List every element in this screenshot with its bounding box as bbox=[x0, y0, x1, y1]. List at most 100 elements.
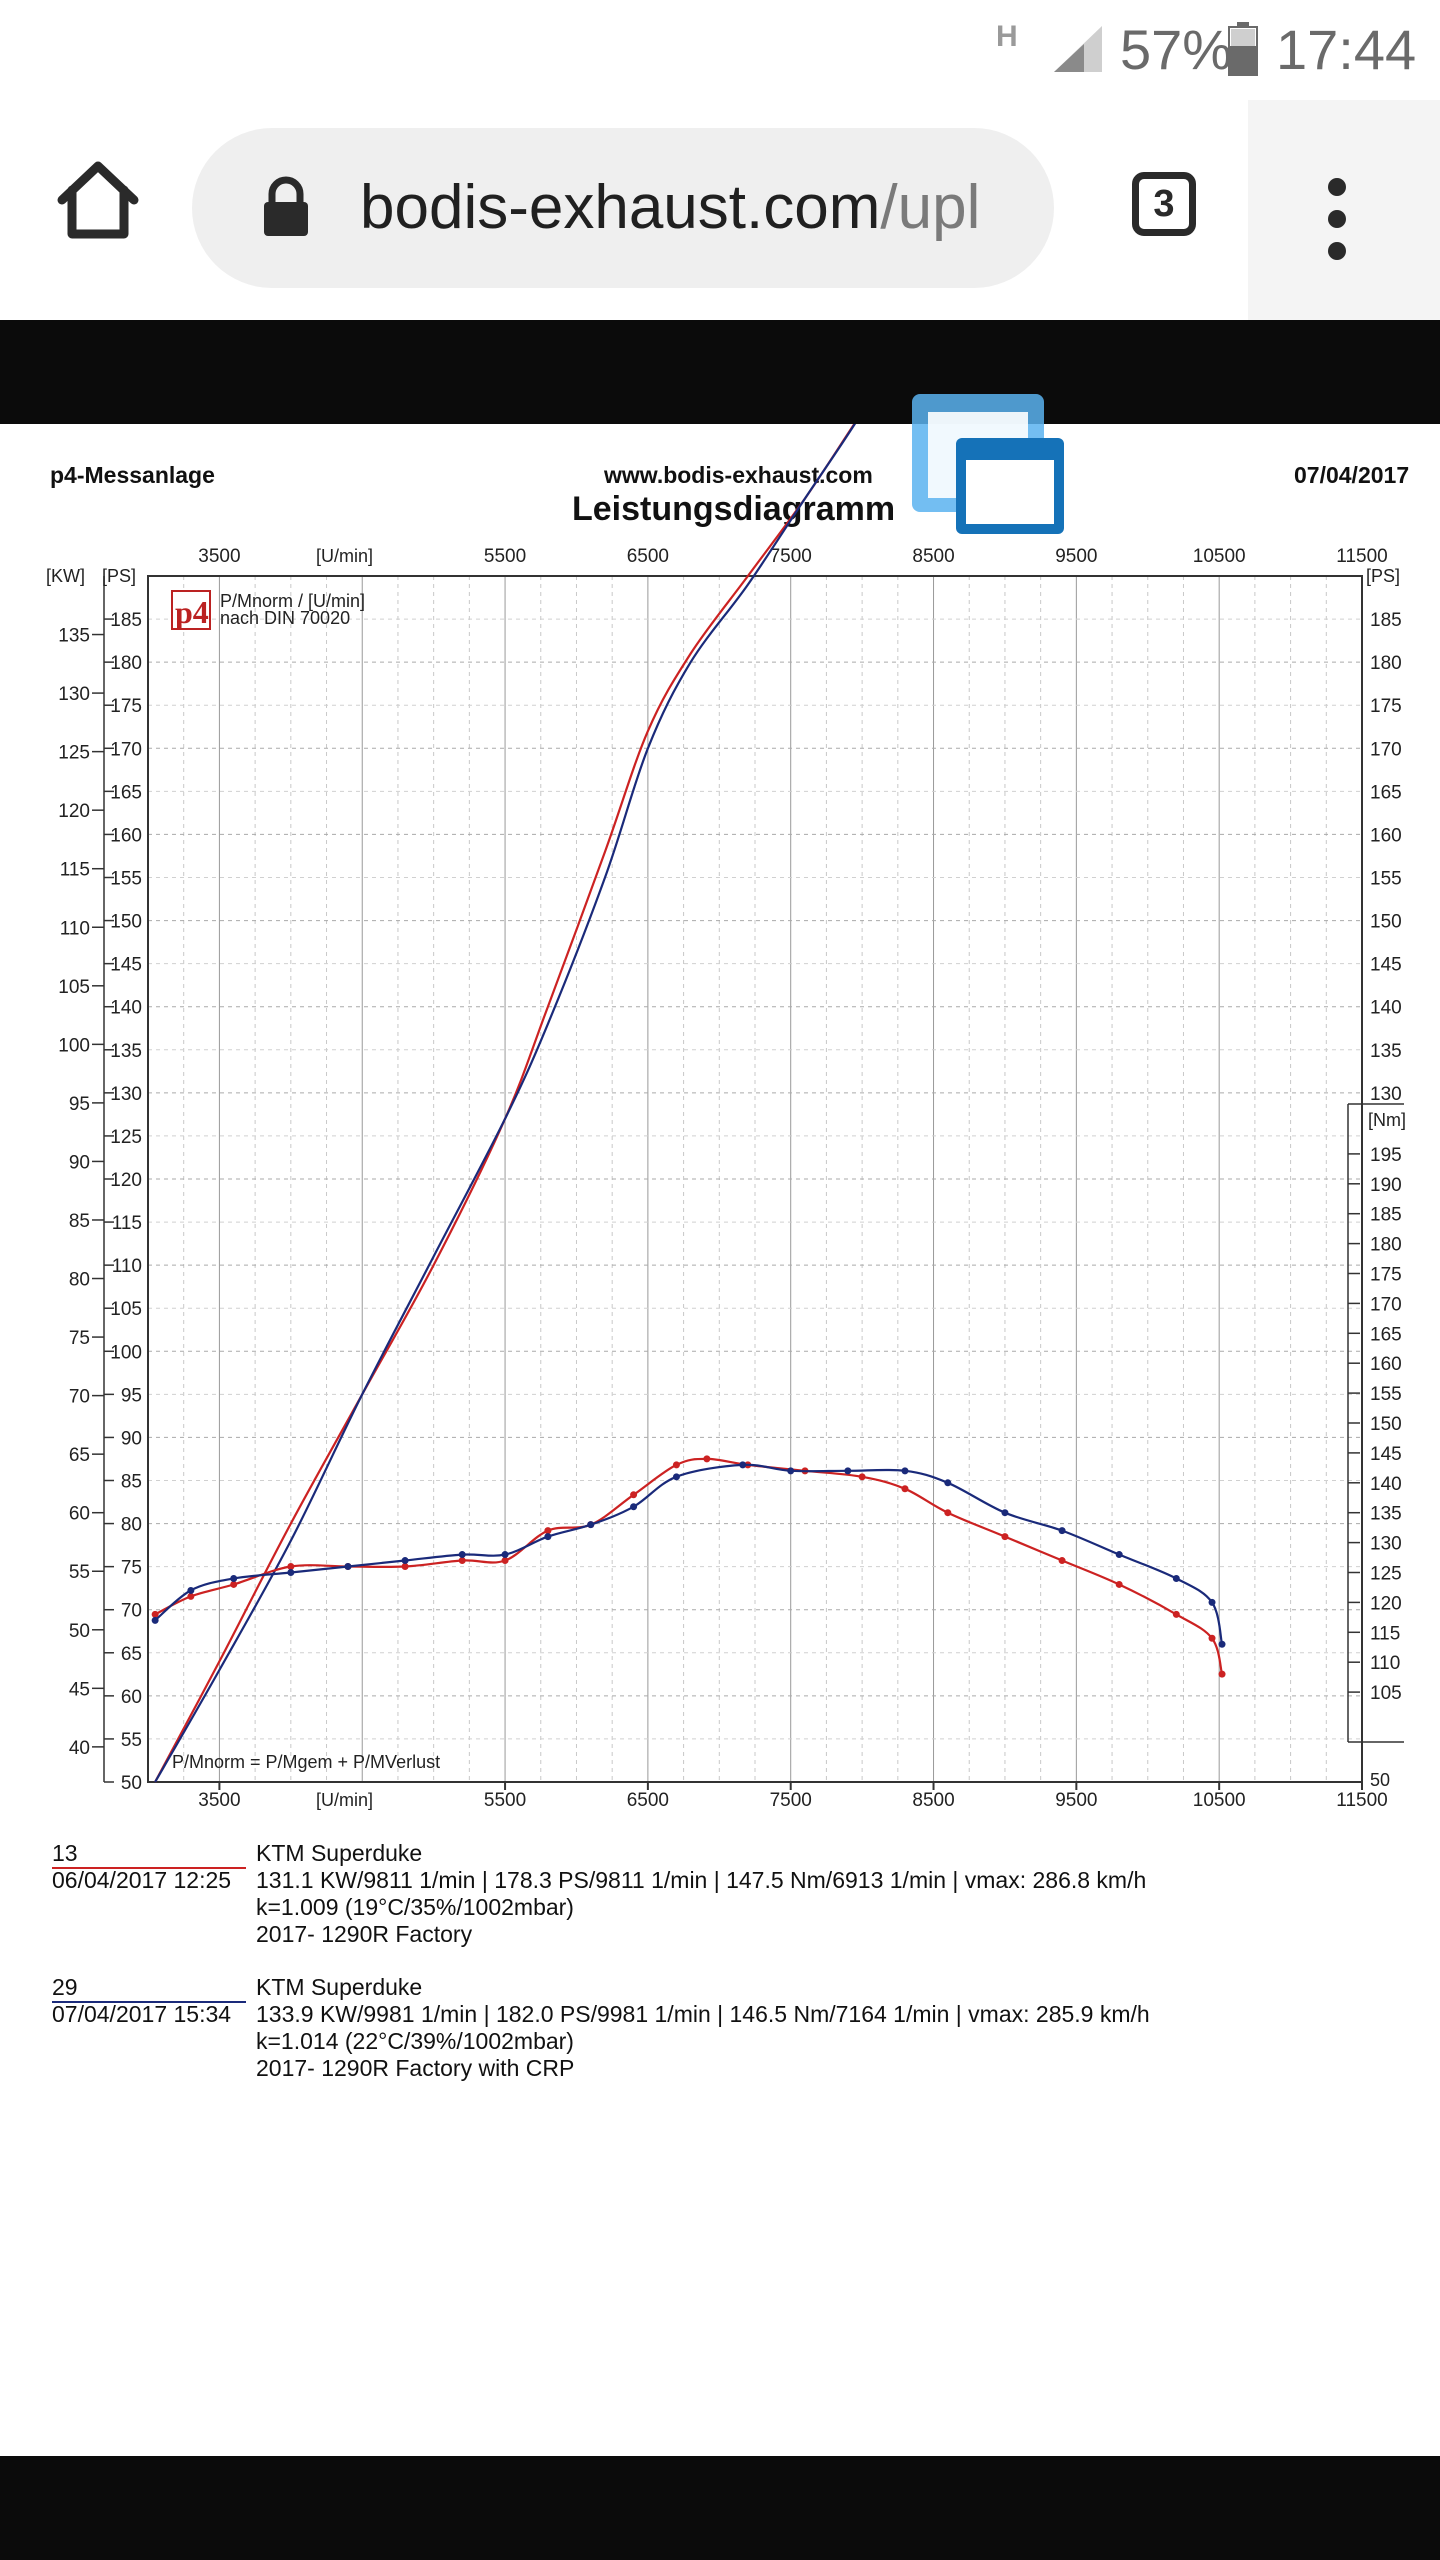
ps-tick-label-left: 110 bbox=[112, 1256, 142, 1277]
x-axis-label-top: [U/min] bbox=[316, 546, 373, 566]
x-tick-label-top: 11500 bbox=[1336, 546, 1387, 567]
popup-window-icon[interactable] bbox=[908, 390, 1068, 540]
kw-tick-label: 60 bbox=[69, 1504, 90, 1525]
data-point-13 bbox=[1172, 1610, 1180, 1618]
ps-tick-label-left: 140 bbox=[110, 998, 142, 1019]
home-icon[interactable] bbox=[48, 150, 148, 250]
data-point-29 bbox=[401, 1557, 409, 1565]
data-point-29 bbox=[187, 1586, 195, 1594]
lock-icon bbox=[264, 176, 308, 236]
nm-tick-label: 125 bbox=[1370, 1564, 1402, 1585]
data-point-29 bbox=[1172, 1574, 1180, 1582]
nm-tick-label: 135 bbox=[1370, 1504, 1402, 1525]
nm-tick-label: 145 bbox=[1370, 1444, 1402, 1465]
ps-tick-label-left: 180 bbox=[110, 653, 142, 674]
header-left: p4-Messanlage bbox=[50, 462, 215, 488]
data-point-13 bbox=[501, 1557, 509, 1565]
data-point-13 bbox=[858, 1473, 866, 1481]
ps-tick-label-left: 120 bbox=[110, 1170, 142, 1191]
x-tick-label-top: 8500 bbox=[912, 546, 954, 567]
ps-tick-label-left: 60 bbox=[121, 1687, 142, 1708]
x-tick-label-top: 10500 bbox=[1193, 546, 1246, 567]
menu-dot-icon bbox=[1328, 210, 1346, 228]
x-tick-label-bottom: 6500 bbox=[627, 1790, 669, 1811]
ps-tick-label-left: 165 bbox=[110, 782, 142, 803]
ps-tick-label-left: 80 bbox=[121, 1515, 142, 1536]
nm-tick-label: 130 bbox=[1370, 1534, 1402, 1555]
ps-tick-label-left: 55 bbox=[121, 1730, 142, 1751]
legend-line-2: nach DIN 70020 bbox=[220, 608, 350, 628]
battery-percent: 57% bbox=[1120, 18, 1233, 81]
x-tick-label-top: 5500 bbox=[484, 546, 526, 567]
ps-tick-label-right: 185 bbox=[1370, 610, 1402, 631]
series-layer bbox=[151, 424, 1226, 1783]
url-text[interactable]: bodis-exhaust.com/upl bbox=[360, 174, 1030, 242]
ps-axis-label-right: [PS] bbox=[1366, 566, 1400, 586]
document-page: p4-Messanlage www.bodis-exhaust.com 07/0… bbox=[0, 424, 1440, 2456]
kw-tick-label: 55 bbox=[69, 1562, 90, 1583]
kw-tick-label: 50 bbox=[69, 1621, 90, 1642]
x-tick-label-bottom: 9500 bbox=[1055, 1790, 1097, 1811]
x-tick-label-top: 3500 bbox=[198, 546, 240, 567]
kw-tick-label: 105 bbox=[58, 977, 90, 998]
kw-tick-label: 45 bbox=[69, 1679, 90, 1700]
data-point-29 bbox=[787, 1467, 795, 1475]
kw-tick-label: 75 bbox=[69, 1328, 90, 1349]
data-point-13 bbox=[230, 1580, 238, 1588]
data-point-13 bbox=[630, 1491, 638, 1499]
axis-ticks: 3500 3500 5500 5500 6500 6500 7500 7500 8500 8500… bbox=[58, 546, 1404, 1811]
data-point-13 bbox=[401, 1563, 409, 1571]
ps-tick-label-left: 70 bbox=[121, 1601, 142, 1622]
data-point-29 bbox=[1208, 1598, 1216, 1606]
letterbox-top bbox=[0, 320, 1440, 424]
kw-tick-label: 90 bbox=[69, 1152, 90, 1173]
nm-tick-label: 105 bbox=[1370, 1683, 1402, 1704]
nm-tick-label: 165 bbox=[1370, 1324, 1402, 1345]
ps-tick-label-right: 140 bbox=[1370, 998, 1402, 1019]
p4-logo: p4 bbox=[171, 590, 211, 630]
data-point-13 bbox=[1115, 1580, 1123, 1588]
overflow-menu-button[interactable] bbox=[1248, 100, 1440, 320]
data-point-13 bbox=[151, 1610, 159, 1618]
data-point-29 bbox=[1218, 1640, 1226, 1648]
kw-tick-label: 85 bbox=[69, 1211, 90, 1232]
run-stats: 131.1 KW/9811 1/min | 178.3 PS/9811 1/mi… bbox=[256, 1867, 1147, 1893]
data-point-29 bbox=[672, 1473, 680, 1481]
ps-axis-label-left: [PS] bbox=[102, 566, 136, 586]
signal-strength-icon bbox=[1054, 26, 1102, 72]
kw-tick-label: 95 bbox=[69, 1094, 90, 1115]
ps-tick-label-left: 175 bbox=[110, 696, 142, 717]
nm-tick-label: 110 bbox=[1370, 1653, 1400, 1674]
kw-tick-label: 130 bbox=[58, 684, 90, 705]
data-point-13 bbox=[944, 1509, 952, 1517]
chart-formula: P/Mnorm = P/Mgem + P/MVerlust bbox=[172, 1752, 440, 1772]
nm-tick-label: 180 bbox=[1370, 1235, 1402, 1256]
data-point-29 bbox=[344, 1563, 352, 1571]
ps-tick-label-left: 65 bbox=[121, 1644, 142, 1665]
menu-dot-icon bbox=[1328, 178, 1346, 196]
ps-tick-label-right: 175 bbox=[1370, 696, 1402, 717]
url-host: bodis-exhaust.com bbox=[360, 174, 881, 242]
ps-tick-label-left: 135 bbox=[110, 1041, 142, 1062]
network-type-indicator: H bbox=[996, 20, 1018, 53]
ps-tick-label-left: 150 bbox=[110, 912, 142, 933]
nm-tick-label: 170 bbox=[1370, 1294, 1402, 1315]
data-point-29 bbox=[901, 1467, 909, 1475]
kw-tick-label: 100 bbox=[58, 1035, 90, 1056]
ps-tick-label-right: 160 bbox=[1370, 825, 1402, 846]
logo-box bbox=[171, 590, 211, 630]
ps-tick-label-left: 130 bbox=[110, 1084, 142, 1105]
kw-axis-label: [KW] bbox=[46, 566, 85, 586]
ps-tick-label-left: 160 bbox=[110, 825, 142, 846]
nm-axis-label: [Nm] bbox=[1368, 1110, 1406, 1130]
x-tick-label-top: 7500 bbox=[770, 546, 812, 567]
run-stats: 133.9 KW/9981 1/min | 182.0 PS/9981 1/mi… bbox=[256, 2001, 1150, 2027]
data-point-29 bbox=[844, 1467, 852, 1475]
tab-switcher-button[interactable]: 3 bbox=[1132, 172, 1196, 236]
data-point-29 bbox=[1001, 1509, 1009, 1517]
x-tick-label-bottom: 3500 bbox=[198, 1790, 240, 1811]
data-point-13 bbox=[287, 1563, 295, 1571]
data-point-29 bbox=[1115, 1551, 1123, 1559]
url-bar[interactable]: bodis-exhaust.com/upl bbox=[192, 128, 1054, 288]
ps-tick-label-left: 95 bbox=[121, 1385, 142, 1406]
